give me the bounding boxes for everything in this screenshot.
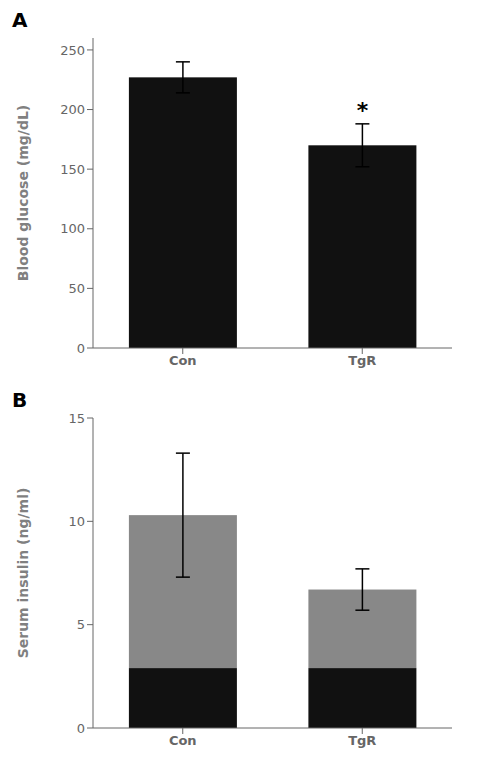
svg-text:Con: Con [169,733,197,748]
svg-text:*: * [357,98,369,123]
svg-text:TgR: TgR [348,353,376,368]
svg-text:Blood glucose (mg/dL): Blood glucose (mg/dL) [15,105,31,281]
svg-text:10: 10 [68,514,85,529]
svg-text:0: 0 [77,721,85,736]
svg-text:200: 200 [60,102,85,117]
svg-text:15: 15 [68,411,85,426]
svg-text:Con: Con [169,353,197,368]
html-text:A: A [12,8,28,32]
svg-text:50: 50 [68,281,85,296]
svg-text:5: 5 [77,617,85,632]
svg-text:Serum insulin (ng/ml): Serum insulin (ng/ml) [15,488,31,659]
svg-text:TgR: TgR [348,733,376,748]
svg-text:250: 250 [60,43,85,58]
svg-text:100: 100 [60,221,85,236]
html-text:B: B [12,388,28,412]
svg-text:150: 150 [60,162,85,177]
svg-text:0: 0 [77,341,85,356]
